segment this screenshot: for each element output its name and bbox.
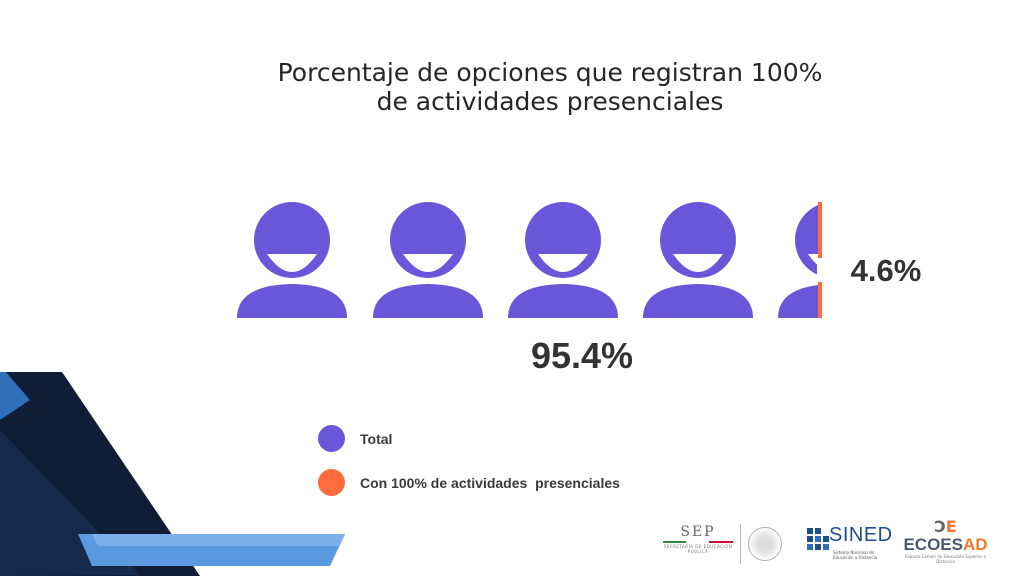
sined-logo-name: SINED: [829, 524, 893, 546]
presencial-share-gap: [817, 258, 823, 282]
person-icon-partial: [778, 203, 822, 318]
person-body: [237, 284, 347, 318]
sined-logo-subtitle: Sistema Nacional de Educación a Distanci…: [833, 550, 878, 560]
person-smile: [403, 254, 453, 272]
presencial-value-label: 4.6%: [851, 253, 922, 288]
person-icon-total: [508, 202, 618, 318]
mexico-seal-icon: [748, 527, 782, 561]
footer-logos: SEP SECRETARÍA DE EDUCACIÓN PÚBLICA SINE…: [660, 518, 1005, 568]
person-smile: [538, 254, 588, 272]
legend-label-total: Total: [360, 430, 393, 447]
person-smile: [673, 254, 723, 272]
person-icon-total: [643, 202, 753, 318]
sep-logo-flag-bar: [663, 541, 733, 543]
person-icon-total: [373, 202, 483, 318]
legend-item-presencial: Con 100% de actividades presenciales: [318, 469, 620, 496]
legend-dot-presencial: [318, 469, 345, 496]
sep-logo: SEP SECRETARÍA DE EDUCACIÓN PÚBLICA: [660, 524, 736, 566]
person-body: [778, 284, 822, 318]
person-body: [508, 284, 618, 318]
sined-logo: SINED Sistema Nacional de Educación a Di…: [805, 524, 895, 564]
chart-title-line-2: de actividades presenciales: [376, 87, 724, 116]
person-icon-total: [237, 202, 347, 318]
total-value-label: 95.4%: [531, 335, 633, 376]
ecoesad-logo-name: ECOESAD: [903, 535, 988, 554]
sep-logo-name: SEP: [680, 524, 716, 540]
deco-blue-edge: [0, 372, 30, 420]
person-body: [373, 284, 483, 318]
person-icons: [237, 202, 823, 318]
ecoesad-logo: ƆE ECOESAD Espacio Común de Educación Su…: [903, 518, 988, 568]
legend-dot-total: [318, 425, 345, 452]
ecoesad-logo-subtitle: Espacio Común de Educación Superior a Di…: [905, 554, 986, 564]
logo-divider: [740, 524, 741, 564]
legend-item-total: Total: [318, 425, 392, 452]
chart-title: Porcentaje de opciones que registran 100…: [230, 58, 870, 116]
person-smile: [267, 254, 317, 272]
deco-light-stripe-fade: [92, 534, 345, 546]
sined-grid-icon: [807, 528, 829, 550]
chart-title-line-1: Porcentaje de opciones que registran 100…: [277, 58, 823, 87]
ecoesad-mark-icon: ƆE: [934, 517, 957, 536]
person-body: [643, 284, 753, 318]
legend-label-presencial: Con 100% de actividades presenciales: [360, 474, 620, 491]
sep-logo-subtitle: SECRETARÍA DE EDUCACIÓN PÚBLICA: [663, 544, 733, 554]
